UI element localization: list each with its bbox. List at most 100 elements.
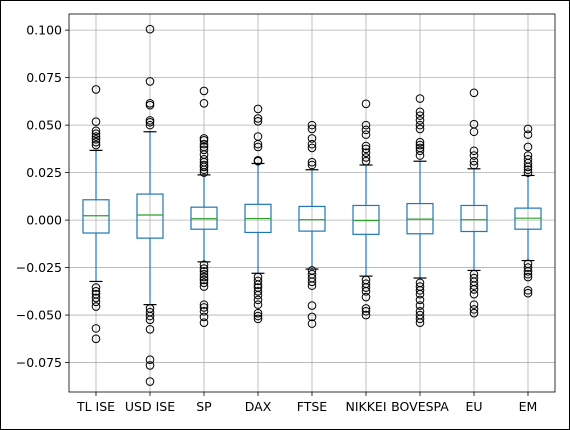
- y-tick-label: 0.050: [26, 118, 62, 133]
- outlier-point: [361, 283, 371, 292]
- outlier-point: [199, 139, 209, 149]
- outlier-point: [145, 311, 155, 321]
- outlier-point: [415, 289, 425, 299]
- outlier-point: [523, 165, 533, 175]
- outlier-point: [199, 312, 209, 322]
- outlier-point: [469, 305, 479, 314]
- y-tick-label: −0.050: [16, 308, 62, 323]
- outlier-point: [91, 126, 101, 136]
- outlier-point: [523, 267, 533, 276]
- outlier-point: [199, 264, 209, 273]
- y-tick-label: −0.025: [16, 260, 62, 275]
- outlier-point: [523, 162, 533, 172]
- x-tick-label: DAX: [245, 399, 272, 414]
- outlier-point: [91, 302, 101, 311]
- outlier-point: [361, 125, 371, 135]
- outlier-point: [469, 156, 479, 166]
- outlier-point: [469, 289, 479, 299]
- outlier-point: [469, 88, 479, 98]
- box-eu: [460, 88, 488, 318]
- outlier-point: [253, 276, 263, 286]
- outlier-point: [415, 295, 425, 305]
- outlier-point: [307, 312, 317, 322]
- outlier-point: [253, 300, 263, 309]
- outlier-point: [307, 281, 317, 290]
- outlier-point: [415, 124, 425, 134]
- outlier-point: [523, 272, 533, 282]
- outlier-point: [415, 137, 425, 147]
- outlier-point: [91, 85, 101, 94]
- outlier-point: [199, 136, 209, 145]
- outlier-point: [91, 117, 101, 127]
- outlier-point: [415, 111, 425, 120]
- outlier-point: [91, 140, 101, 150]
- outlier-point: [91, 283, 101, 292]
- outlier-point: [523, 142, 533, 152]
- outlier-point: [253, 290, 263, 300]
- outlier-point: [415, 107, 425, 117]
- outlier-point: [469, 151, 479, 160]
- box-nikkei: [352, 99, 380, 320]
- outlier-point: [523, 286, 533, 295]
- x-tick-label: TL ISE: [76, 399, 115, 414]
- outlier-point: [307, 160, 317, 170]
- outlier-point: [91, 287, 101, 296]
- outlier-point: [415, 286, 425, 295]
- outlier-point: [361, 144, 371, 154]
- outlier-point: [361, 130, 371, 139]
- outlier-point: [199, 165, 209, 175]
- outlier-point: [91, 297, 101, 307]
- outlier-point: [253, 142, 263, 152]
- outlier-point: [415, 120, 425, 130]
- outlier-point: [361, 148, 371, 157]
- outlier-point: [253, 156, 263, 166]
- outlier-point: [91, 137, 101, 147]
- outlier-point: [523, 269, 533, 279]
- outlier-point: [415, 301, 425, 310]
- outlier-point: [361, 120, 371, 130]
- box-tl-ise: [82, 85, 110, 344]
- outlier-point: [145, 325, 155, 334]
- outlier-point: [145, 315, 155, 325]
- outlier-point: [253, 295, 263, 305]
- outlier-point: [415, 151, 425, 160]
- outlier-point: [253, 139, 263, 149]
- outlier-point: [361, 304, 371, 313]
- outlier-point: [253, 308, 263, 318]
- outlier-point: [199, 300, 209, 309]
- x-tick-label: EU: [465, 399, 482, 414]
- outlier-point: [253, 280, 263, 289]
- outlier-point: [361, 287, 371, 296]
- x-tick-label: FTSE: [297, 399, 328, 414]
- outlier-point: [523, 288, 533, 298]
- outlier-point: [145, 377, 155, 386]
- outlier-point: [307, 157, 317, 167]
- outlier-point: [199, 318, 209, 327]
- outlier-point: [145, 77, 155, 86]
- outlier-point: [523, 124, 533, 134]
- y-tick-label: 0.000: [26, 213, 62, 228]
- box-dax: [244, 104, 272, 324]
- iqr-box: [82, 199, 110, 234]
- outlier-point: [307, 120, 317, 130]
- outlier-point: [307, 134, 317, 143]
- y-tick-label: 0.100: [26, 23, 62, 38]
- outlier-point: [91, 334, 101, 344]
- outlier-point: [91, 132, 101, 141]
- outlier-point: [253, 117, 263, 126]
- x-tick-label: NIKKEI: [345, 399, 386, 414]
- outlier-point: [91, 135, 101, 144]
- outlier-point: [199, 275, 209, 285]
- x-tick-label: SP: [196, 399, 212, 414]
- x-tick-label: EM: [519, 399, 538, 414]
- outlier-point: [523, 130, 533, 139]
- outlier-point: [199, 260, 209, 270]
- x-axis-ticks: TL ISE USD ISE SP DAX FTSE NIKKEI BOVESPA EU EM: [76, 392, 537, 414]
- y-tick-label: −0.075: [16, 355, 62, 370]
- outlier-point: [469, 160, 479, 170]
- outlier-point: [415, 314, 425, 324]
- y-tick-label: 0.075: [26, 70, 62, 85]
- outlier-point: [307, 143, 317, 153]
- outlier-point: [361, 141, 371, 151]
